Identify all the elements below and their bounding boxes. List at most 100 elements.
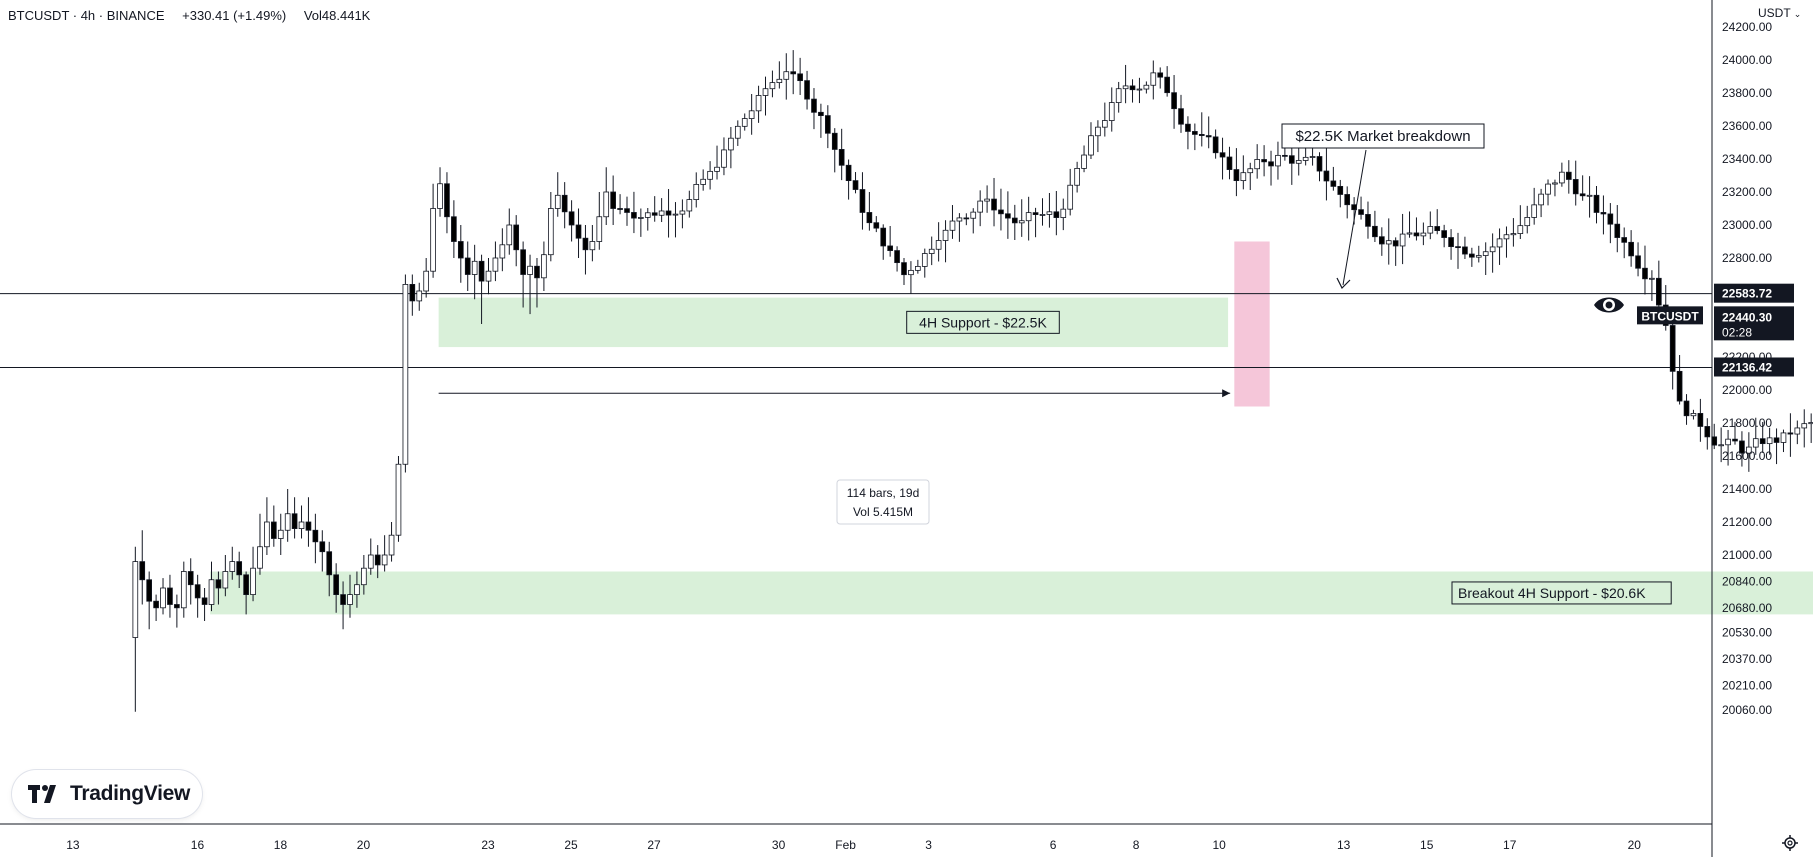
candle-body[interactable] [1102,120,1108,128]
candle-body[interactable] [347,594,353,605]
candle-body[interactable] [527,265,533,275]
candle-body[interactable] [1385,240,1392,245]
candle-body[interactable] [541,254,547,279]
candle-body[interactable] [686,199,693,212]
candle-body[interactable] [1115,88,1122,103]
candle-body[interactable] [1614,223,1621,238]
candle-body[interactable] [1316,156,1323,172]
candle-body[interactable] [901,262,907,276]
candle-body[interactable] [1489,246,1496,253]
currency-selector[interactable]: USDT ⌄ [1758,6,1801,20]
candle-body[interactable] [444,183,450,218]
candle-body[interactable] [139,561,146,581]
candle-body[interactable] [1517,225,1524,234]
candle-body[interactable] [367,554,374,569]
candle-body[interactable] [1358,209,1364,215]
candle-body[interactable] [402,283,409,465]
candle-body[interactable] [1344,194,1351,206]
candle-body[interactable] [1164,76,1170,94]
candle-body[interactable] [208,579,215,605]
candle-body[interactable] [1178,108,1184,125]
candle-body[interactable] [991,198,997,211]
candle-body[interactable] [776,78,783,84]
candle-body[interactable] [1275,154,1281,167]
candle-body[interactable] [1108,102,1115,121]
candle-body[interactable] [271,521,277,539]
candle-body[interactable] [430,208,436,272]
candle-body[interactable] [568,211,575,226]
candle-body[interactable] [1572,179,1579,195]
candle-body[interactable] [1559,171,1565,184]
candle-body[interactable] [1455,246,1461,249]
candle-body[interactable] [1690,413,1697,417]
candle-body[interactable] [1226,156,1233,170]
candle-body[interactable] [1372,225,1378,238]
candle-body[interactable] [305,521,312,531]
candle-body[interactable] [478,260,485,282]
candle-body[interactable] [1157,72,1164,78]
candle-body[interactable] [250,567,256,596]
candle-body[interactable] [721,149,727,168]
candle-body[interactable] [894,250,900,264]
candle-body[interactable] [1379,236,1385,245]
candle-body[interactable] [471,260,478,275]
zone-rect-0[interactable] [438,297,1229,348]
candle-body[interactable] [1136,88,1143,91]
candle-body[interactable] [1039,214,1046,216]
candle-body[interactable] [423,270,429,292]
candle-body[interactable] [1081,154,1087,169]
candle-body[interactable] [610,191,616,209]
candle-body[interactable] [1565,171,1572,180]
candle-body[interactable] [416,290,423,302]
candle-body[interactable] [548,208,554,256]
candle-body[interactable] [1635,255,1641,269]
candle-body[interactable] [1746,446,1752,454]
candle-body[interactable] [1586,194,1593,197]
candle-body[interactable] [1025,212,1032,222]
candle-body[interactable] [1365,214,1371,227]
candle-body[interactable] [935,240,942,250]
candle-body[interactable] [631,212,637,219]
candle-body[interactable] [1448,237,1454,248]
candle-body[interactable] [1808,422,1813,425]
eye-icon[interactable] [1592,292,1626,318]
candle-body[interactable] [1538,193,1544,206]
candle-body[interactable] [658,210,665,216]
candle-body[interactable] [1711,436,1718,446]
candle-body[interactable] [693,184,700,200]
candle-body[interactable] [589,241,596,251]
candle-body[interactable] [672,213,679,216]
candle-body[interactable] [638,217,644,219]
candle-body[interactable] [1302,156,1309,161]
candle-body[interactable] [1593,194,1600,213]
candle-body[interactable] [1669,325,1676,372]
candle-body[interactable] [679,210,686,215]
candle-body[interactable] [222,571,229,589]
zone-rect-2[interactable] [1234,241,1270,407]
candle-body[interactable] [1628,241,1634,257]
candle-body[interactable] [859,189,866,213]
candle-body[interactable] [354,584,360,596]
candle-body[interactable] [1524,217,1531,227]
candle-body[interactable] [1067,184,1074,210]
candle-body[interactable] [1254,159,1260,170]
candle-body[interactable] [1095,126,1101,137]
candle-body[interactable] [644,212,651,218]
candle-body[interactable] [908,269,914,276]
candle-body[interactable] [1413,232,1420,237]
candle-body[interactable] [714,166,720,172]
candle-body[interactable] [1018,220,1025,224]
candle-body[interactable] [492,257,499,272]
candle-body[interactable] [1212,136,1219,154]
candle-body[interactable] [187,571,194,586]
candle-body[interactable] [312,529,319,543]
candle-body[interactable] [748,110,755,119]
candle-body[interactable] [1607,213,1614,225]
candle-body[interactable] [1794,427,1801,435]
candle-body[interactable] [340,594,346,605]
candle-body[interactable] [665,210,672,216]
candle-body[interactable] [1399,233,1406,247]
candle-body[interactable] [728,137,734,151]
